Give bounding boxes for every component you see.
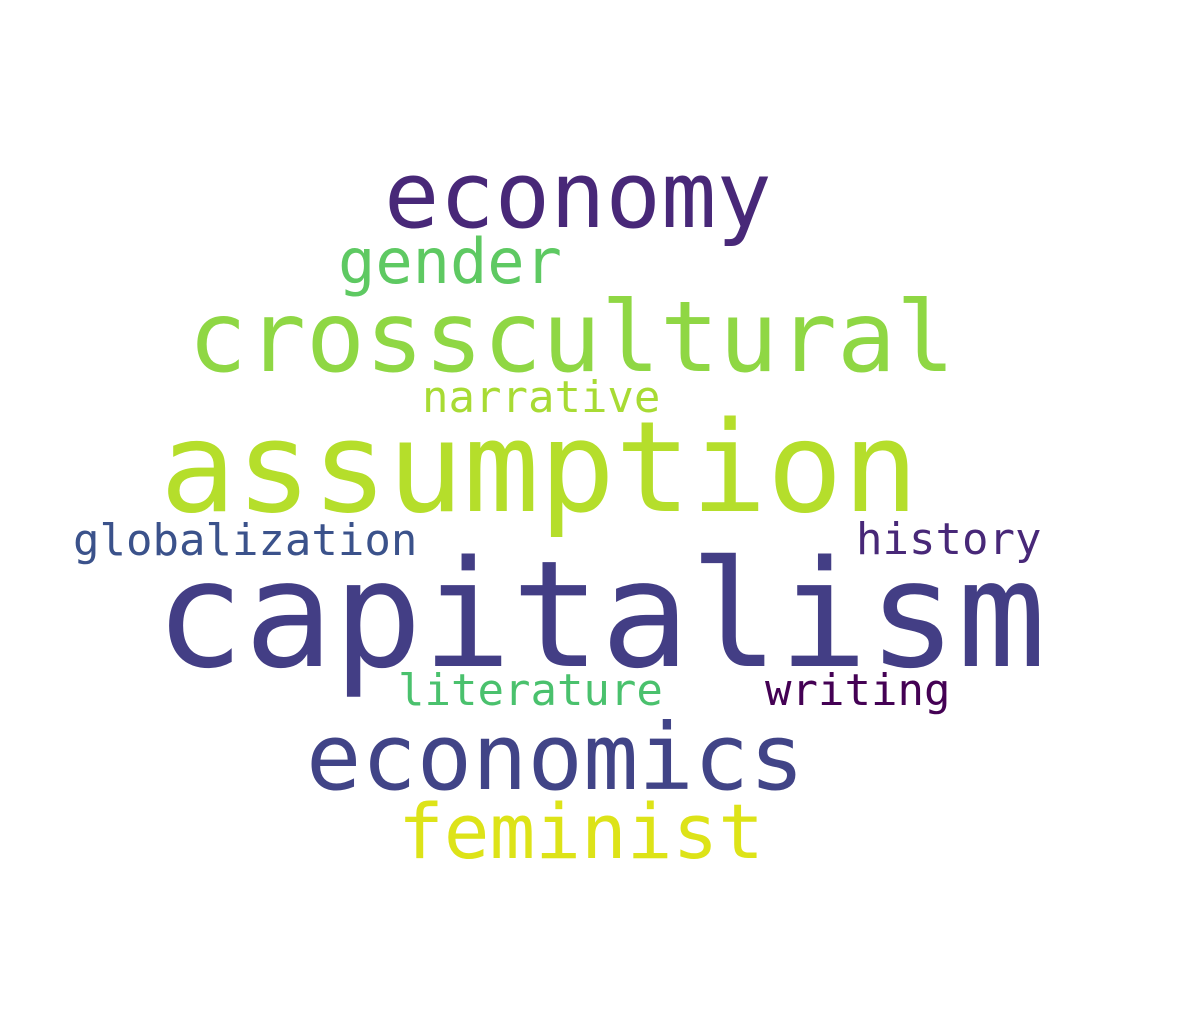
word-assumption: assumption xyxy=(160,394,919,541)
word-narrative: narrative xyxy=(422,372,661,423)
word-globalization: globalization xyxy=(73,515,418,566)
word-gender: gender xyxy=(338,225,562,298)
word-capitalism: capitalism xyxy=(155,529,1047,701)
word-literature: literature xyxy=(398,665,663,716)
word-economy: economy xyxy=(384,142,772,249)
word-writing: writing xyxy=(765,665,951,716)
word-economics: economics xyxy=(306,704,805,811)
word-history: history xyxy=(856,514,1042,565)
word-feminist: feminist xyxy=(398,787,765,876)
word-crosscultural: crosscultural xyxy=(188,281,956,395)
